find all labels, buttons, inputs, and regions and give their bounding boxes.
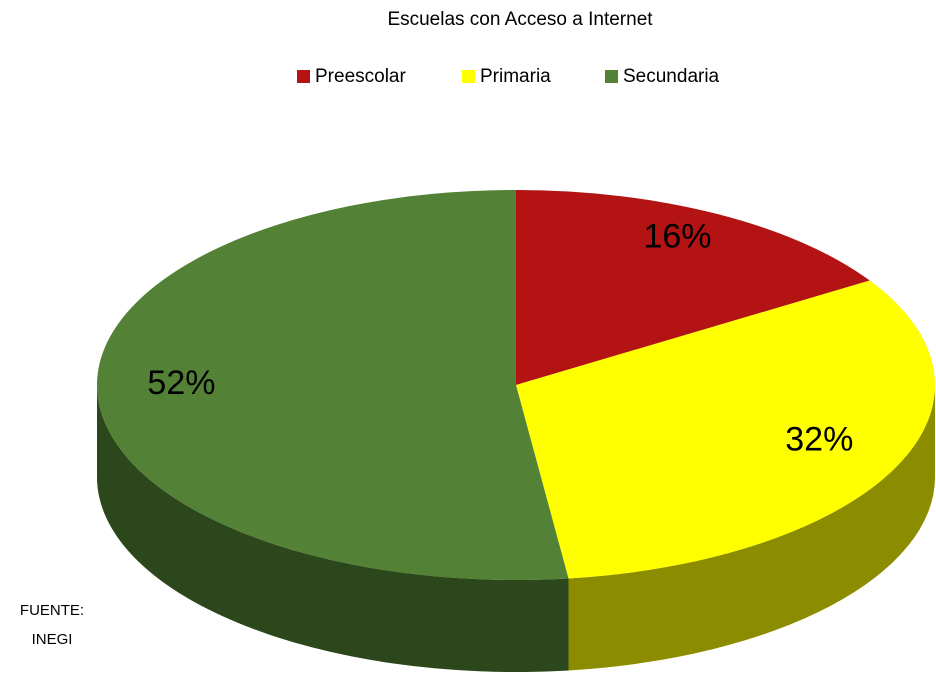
pie-slice — [516, 190, 870, 385]
data-label: 32% — [785, 420, 853, 458]
legend-swatch — [297, 70, 310, 83]
source-note: FUENTE: — [20, 602, 84, 619]
side-shade — [97, 385, 569, 672]
side-shade — [568, 385, 935, 671]
source-note: INEGI — [32, 631, 73, 648]
legend-swatch — [605, 70, 618, 83]
legend-label: Preescolar — [315, 66, 406, 87]
chart-title: Escuelas con Acceso a Internet — [387, 9, 653, 30]
pie-side — [97, 385, 569, 672]
legend-label: Secundaria — [623, 66, 720, 87]
pie-slice — [516, 280, 935, 579]
data-label: 52% — [147, 364, 215, 402]
legend-label: Primaria — [480, 66, 551, 87]
legend-swatch — [462, 70, 475, 83]
data-label: 16% — [643, 217, 711, 255]
pie-slice — [96, 190, 569, 580]
pie-side — [568, 385, 935, 671]
